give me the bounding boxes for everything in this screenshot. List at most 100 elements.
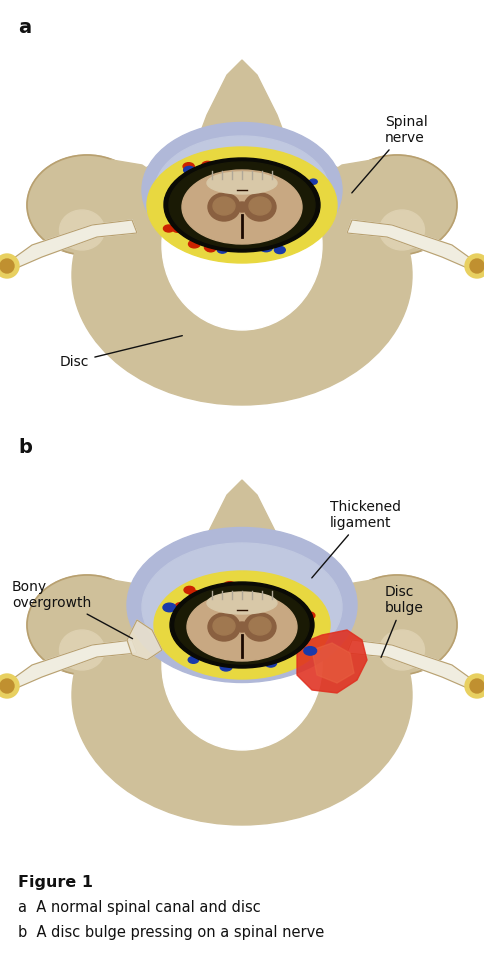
Ellipse shape	[0, 679, 14, 693]
Ellipse shape	[120, 255, 363, 395]
Ellipse shape	[183, 167, 195, 174]
Ellipse shape	[182, 170, 302, 244]
Ellipse shape	[182, 163, 194, 171]
Polygon shape	[7, 640, 136, 690]
Ellipse shape	[162, 280, 321, 370]
Ellipse shape	[182, 292, 302, 358]
Ellipse shape	[60, 630, 104, 670]
Ellipse shape	[142, 543, 341, 671]
Ellipse shape	[151, 695, 332, 795]
Ellipse shape	[127, 527, 356, 682]
Ellipse shape	[176, 220, 185, 226]
Text: a  A normal spinal canal and disc: a A normal spinal canal and disc	[18, 900, 260, 915]
Ellipse shape	[0, 259, 14, 273]
Polygon shape	[311, 160, 401, 195]
Ellipse shape	[378, 210, 424, 250]
Ellipse shape	[269, 598, 281, 606]
Ellipse shape	[175, 603, 186, 610]
Ellipse shape	[266, 174, 275, 179]
Ellipse shape	[278, 607, 287, 613]
Ellipse shape	[197, 643, 210, 650]
Ellipse shape	[274, 173, 287, 181]
Ellipse shape	[217, 247, 227, 254]
Ellipse shape	[259, 234, 270, 242]
Polygon shape	[82, 580, 172, 615]
Ellipse shape	[303, 612, 314, 619]
Ellipse shape	[151, 275, 332, 375]
Ellipse shape	[112, 250, 371, 400]
Ellipse shape	[289, 644, 301, 651]
Ellipse shape	[170, 582, 313, 668]
Ellipse shape	[243, 613, 275, 641]
Ellipse shape	[144, 270, 339, 380]
Text: Disc
bulge: Disc bulge	[380, 585, 423, 657]
Ellipse shape	[172, 225, 182, 232]
Ellipse shape	[265, 659, 276, 667]
Ellipse shape	[258, 651, 268, 658]
Ellipse shape	[188, 656, 198, 663]
Ellipse shape	[120, 675, 363, 815]
Text: a: a	[18, 18, 31, 37]
Ellipse shape	[277, 590, 286, 596]
Ellipse shape	[223, 582, 235, 590]
Ellipse shape	[183, 586, 195, 594]
Ellipse shape	[250, 651, 264, 660]
Text: Thickened
ligament: Thickened ligament	[311, 500, 400, 578]
Ellipse shape	[212, 617, 235, 635]
Ellipse shape	[216, 165, 227, 173]
Ellipse shape	[198, 177, 208, 184]
Ellipse shape	[184, 189, 196, 196]
Ellipse shape	[194, 298, 289, 352]
Ellipse shape	[164, 198, 172, 204]
Ellipse shape	[154, 571, 329, 679]
Ellipse shape	[248, 197, 271, 215]
Ellipse shape	[191, 606, 201, 613]
Ellipse shape	[303, 630, 312, 636]
Ellipse shape	[182, 176, 191, 181]
Ellipse shape	[194, 718, 289, 772]
Ellipse shape	[172, 706, 311, 784]
Ellipse shape	[464, 254, 484, 278]
Ellipse shape	[208, 613, 240, 641]
Ellipse shape	[203, 646, 215, 654]
Ellipse shape	[469, 679, 483, 693]
Ellipse shape	[172, 286, 311, 364]
Ellipse shape	[163, 225, 174, 232]
Ellipse shape	[248, 617, 271, 635]
Text: Disc: Disc	[60, 335, 182, 369]
Ellipse shape	[147, 147, 336, 263]
Ellipse shape	[188, 214, 199, 221]
Ellipse shape	[144, 690, 339, 800]
Ellipse shape	[309, 179, 317, 184]
Ellipse shape	[175, 586, 308, 664]
Ellipse shape	[164, 158, 319, 252]
Ellipse shape	[187, 593, 296, 661]
Ellipse shape	[175, 179, 188, 188]
Text: b  A disc bulge pressing on a spinal nerve: b A disc bulge pressing on a spinal nerv…	[18, 925, 324, 940]
Ellipse shape	[188, 240, 200, 248]
Ellipse shape	[154, 136, 329, 248]
Ellipse shape	[72, 145, 411, 405]
Ellipse shape	[336, 575, 456, 675]
Ellipse shape	[277, 640, 288, 647]
Ellipse shape	[288, 621, 300, 628]
Polygon shape	[82, 160, 172, 195]
Polygon shape	[311, 580, 401, 615]
Ellipse shape	[464, 674, 484, 698]
Ellipse shape	[189, 591, 201, 599]
Ellipse shape	[227, 592, 234, 597]
Ellipse shape	[163, 604, 176, 611]
Ellipse shape	[378, 630, 424, 670]
Ellipse shape	[207, 172, 276, 194]
Ellipse shape	[274, 235, 284, 242]
Ellipse shape	[336, 155, 456, 255]
Ellipse shape	[235, 622, 248, 632]
Ellipse shape	[188, 617, 197, 623]
Ellipse shape	[164, 195, 177, 204]
Ellipse shape	[172, 206, 184, 214]
Polygon shape	[311, 643, 353, 683]
Ellipse shape	[278, 594, 287, 600]
Ellipse shape	[235, 202, 248, 212]
Polygon shape	[296, 630, 366, 693]
Ellipse shape	[60, 210, 104, 250]
